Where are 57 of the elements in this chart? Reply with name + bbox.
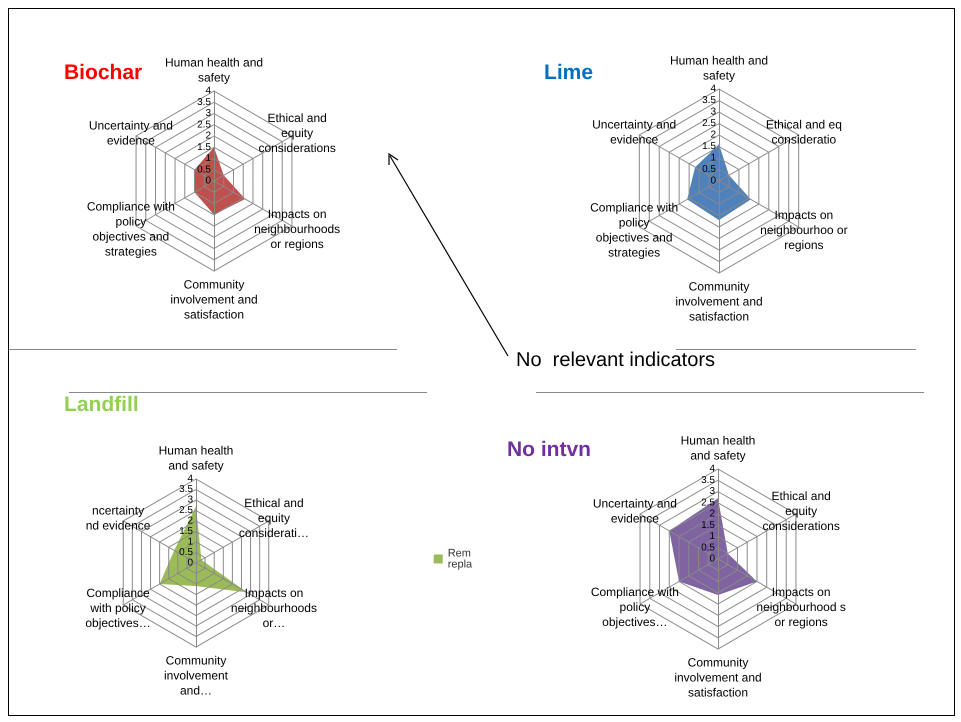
spoke-label: Uncertainty and evidence [592,118,676,146]
y-tick-label: 3 [710,106,716,118]
y-tick-label: 4 [205,86,212,96]
y-tick-label: 3.5 [179,484,194,495]
spoke-label: Ethical and eq consideratio [766,118,842,146]
y-tick-label: 4 [710,84,716,94]
y-tick-label: 0.5 [179,547,194,558]
y-tick-label: 1 [187,536,194,548]
spoke-label: Impacts on neighbourhoo or regions [760,208,848,252]
y-tick-label: 1 [205,153,212,164]
y-tick-label: 2.5 [197,119,212,130]
spoke-label: Community involvement and satisfaction [170,278,258,322]
spoke-label: Impacts on neighbourhoods or regions [254,207,340,251]
y-tick-label: 1 [710,152,716,164]
y-tick-label: 2 [205,130,212,142]
y-tick-label: 3.5 [197,96,212,108]
y-tick-label: 2.5 [702,118,716,129]
y-tick-label: 3 [187,494,194,506]
spoke-label: Compliance with policy objectives and strategies [86,200,175,258]
y-tick-label: 1.5 [197,142,212,153]
spoke-label: Human health and safety [164,56,264,84]
y-tick-label: 2.5 [179,505,194,516]
spoke-label: Compliance with policy objectives and strategies [590,200,678,260]
spoke-label: ncertainty nd evidence [86,504,151,532]
y-tick-label: 3 [205,108,212,119]
spoke-label: Community involvement and satisfaction [674,656,762,700]
text: No relevant indicators [516,349,715,372]
chart-title: Lime [544,61,594,84]
y-tick-label: 3.5 [701,474,716,486]
spoke-label: Ethical and equity considerations [258,111,336,155]
y-tick-label: 2 [710,130,716,140]
y-tick-label: 3 [709,486,716,497]
spoke-label: Compliance with policy objectives… [85,586,151,630]
spoke-label: Human health and safety [158,444,234,472]
spoke-label: Compliance with policy objectives… [590,585,679,629]
y-tick-label: 2 [709,508,716,520]
spoke-label: Human health and safety [670,54,768,82]
spoke-label: Ethical and equity considerations [762,489,840,533]
legend-label: Rem repla [448,548,474,570]
y-tick-label: 1 [709,531,716,542]
y-tick-label: 1.5 [701,520,716,531]
chart-title: No intvn [507,438,591,461]
spoke-label: Impacts on neighbourhood s or regions [756,585,846,629]
y-tick-label: 2 [187,516,194,526]
spoke-label: Community involvement and satisfaction [675,280,763,324]
chart-title: Biochar [64,61,142,84]
spoke-label: Human health and safety [680,434,756,462]
y-tick-label: 4 [187,474,194,484]
spoke-label: Uncertainty and evidence [88,118,173,148]
spoke-label: Ethical and equity considerati… [238,496,309,540]
y-tick-label: 1.5 [702,141,716,152]
spoke-label: Impacts on neighbourhoods or… [230,586,317,630]
chart-title: Landfill [64,393,139,416]
y-tick-label: 3.5 [702,95,716,106]
spoke-label: Uncertainty and evidence [592,496,677,526]
y-tick-label: 4 [709,464,716,474]
spoke-label: Community involvement and… [164,654,229,698]
